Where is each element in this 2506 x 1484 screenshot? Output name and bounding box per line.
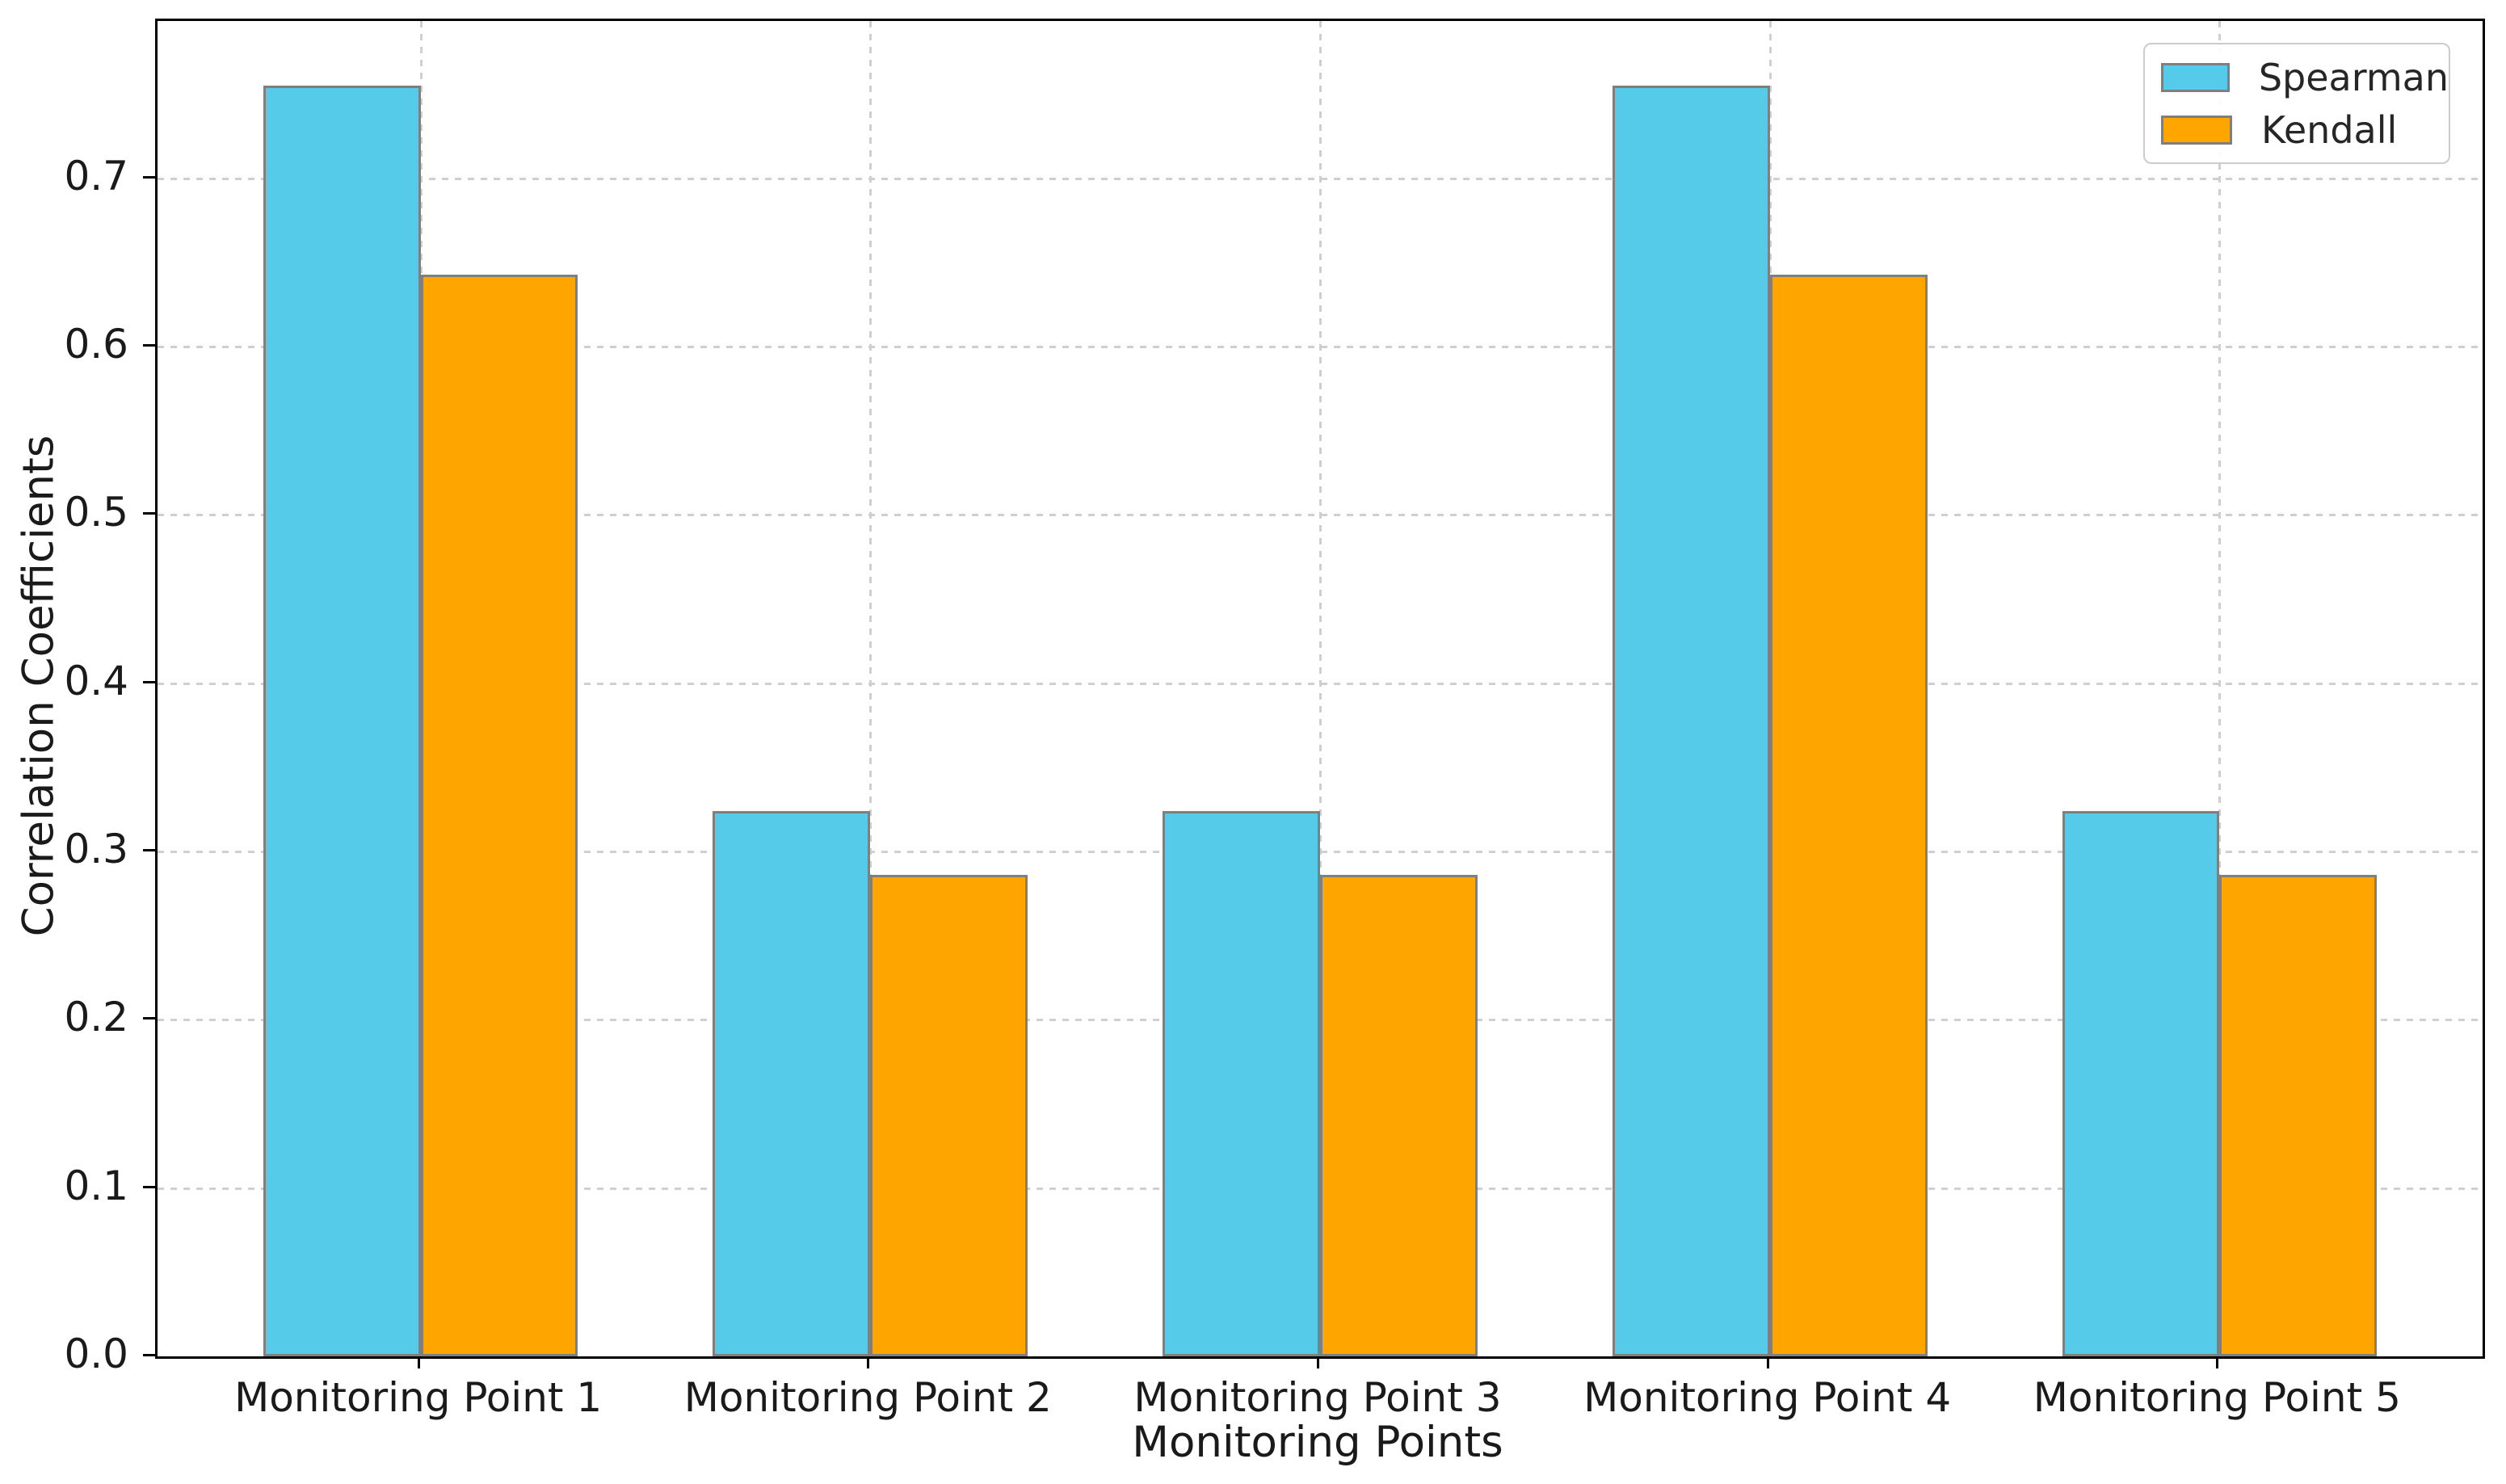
x-tick-label: Monitoring Point 5 bbox=[2033, 1374, 2401, 1421]
x-tick-label: Monitoring Point 3 bbox=[1133, 1374, 1502, 1421]
x-tick-label: Monitoring Point 4 bbox=[1583, 1374, 1952, 1421]
x-tick-mark-1 bbox=[417, 1356, 420, 1368]
legend-swatch-kendall bbox=[2161, 115, 2232, 145]
legend-label-kendall: Kendall bbox=[2261, 107, 2398, 152]
y-tick-mark-0.3 bbox=[143, 849, 155, 852]
v-gridline-5 bbox=[2218, 21, 2222, 1356]
bar-spearman-1 bbox=[263, 86, 421, 1356]
bar-kendall-1 bbox=[420, 274, 578, 1356]
y-tick-label: 0.5 bbox=[64, 489, 128, 536]
legend-row-kendall: Kendall bbox=[2161, 108, 2449, 152]
legend-row-spearman: Spearman bbox=[2161, 56, 2449, 99]
y-tick-label: 0.2 bbox=[64, 994, 128, 1041]
x-tick-mark-3 bbox=[1317, 1356, 1319, 1368]
bar-kendall-3 bbox=[1320, 875, 1478, 1356]
y-tick-label: 0.3 bbox=[64, 826, 128, 873]
y-tick-mark-0.2 bbox=[143, 1017, 155, 1020]
y-tick-label: 0.6 bbox=[64, 321, 128, 368]
y-tick-mark-0.7 bbox=[143, 175, 155, 179]
x-axis-label: Monitoring Points bbox=[1132, 1418, 1503, 1467]
bar-kendall-2 bbox=[870, 875, 1028, 1356]
y-tick-label: 0.4 bbox=[64, 657, 128, 704]
bar-spearman-2 bbox=[713, 811, 871, 1356]
y-tick-label: 0.1 bbox=[64, 1162, 128, 1209]
y-tick-mark-0.5 bbox=[143, 512, 155, 515]
x-tick-label: Monitoring Point 1 bbox=[234, 1374, 603, 1421]
bar-spearman-4 bbox=[1612, 86, 1770, 1356]
y-tick-mark-0.0 bbox=[143, 1354, 155, 1356]
v-gridline-3 bbox=[1319, 21, 1322, 1356]
bar-spearman-3 bbox=[1163, 811, 1320, 1356]
y-tick-mark-0.4 bbox=[143, 680, 155, 683]
bar-kendall-5 bbox=[2219, 875, 2378, 1356]
bar-kendall-4 bbox=[1769, 274, 1928, 1356]
x-tick-mark-5 bbox=[2216, 1356, 2219, 1368]
plot-area bbox=[155, 19, 2485, 1359]
y-tick-mark-0.1 bbox=[143, 1185, 155, 1188]
x-tick-mark-2 bbox=[867, 1356, 870, 1368]
v-gridline-2 bbox=[869, 21, 872, 1356]
x-tick-label: Monitoring Point 2 bbox=[683, 1374, 1052, 1421]
bar-spearman-5 bbox=[2062, 811, 2220, 1356]
legend-swatch-spearman bbox=[2161, 62, 2230, 92]
legend-label-spearman: Spearman bbox=[2258, 55, 2449, 99]
legend: Spearman Kendall bbox=[2143, 43, 2450, 164]
y-tick-mark-0.6 bbox=[143, 344, 155, 347]
y-tick-label: 0.0 bbox=[64, 1331, 128, 1377]
x-tick-mark-4 bbox=[1766, 1356, 1769, 1368]
y-tick-label: 0.7 bbox=[64, 152, 128, 200]
